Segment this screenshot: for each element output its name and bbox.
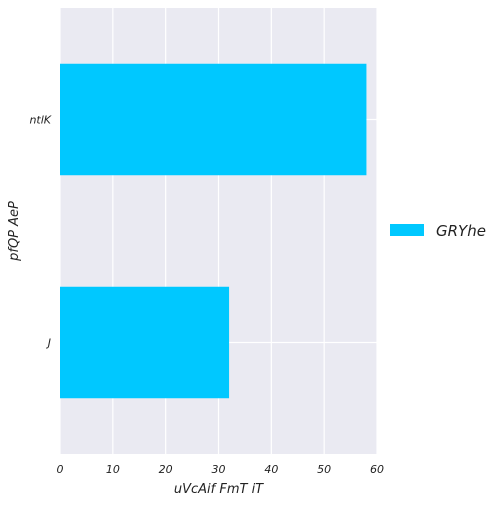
x-tick-label: 40 (264, 463, 278, 476)
x-tick-label: 10 (106, 463, 120, 476)
bar-ntlK (60, 63, 367, 176)
x-tick-label: 0 (57, 463, 64, 476)
bars (60, 63, 367, 399)
legend-swatch (390, 224, 424, 236)
x-tick-label: 30 (212, 463, 226, 476)
y-axis-label: pfQP AeP (7, 201, 22, 262)
y-tick-label: J (46, 337, 51, 350)
legend-label: GRYhe (436, 222, 486, 240)
x-tick-label: 50 (317, 463, 331, 476)
legend: GRYhe (390, 222, 486, 240)
x-tick-label: 20 (159, 463, 173, 476)
y-tick-labels: ntlK J (29, 114, 51, 350)
bar-J (60, 286, 230, 399)
x-axis-label: uVcAif FmT iT (174, 482, 264, 497)
y-tick-label: ntlK (29, 114, 51, 127)
x-tick-label: 60 (370, 463, 384, 476)
x-tick-labels: 0 10 20 30 40 50 60 (57, 463, 385, 476)
